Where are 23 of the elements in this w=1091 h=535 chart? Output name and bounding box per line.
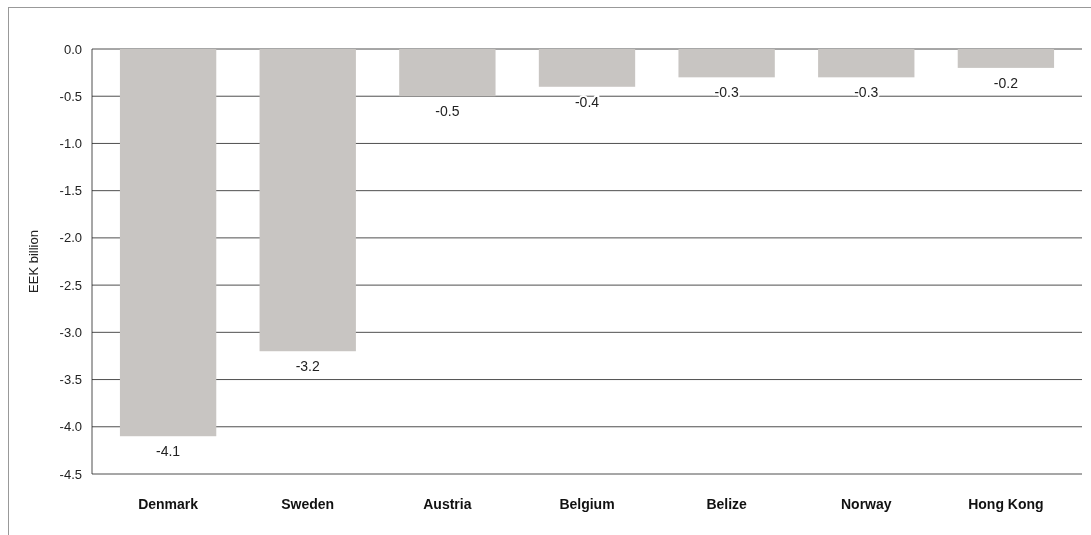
x-tick-label: Belize [706, 496, 748, 512]
x-tick-label: Denmark [138, 496, 199, 512]
y-tick-label: -3.5 [59, 372, 82, 388]
y-tick-label: -2.5 [59, 277, 82, 293]
y-tick-label: -4.5 [59, 466, 82, 482]
data-label: -4.1 [156, 443, 181, 460]
data-label: -0.4 [574, 93, 600, 110]
data-label: -0.5 [435, 103, 460, 120]
x-tick-label: Hong Kong [968, 496, 1044, 512]
x-tick-label: Belgium [559, 496, 615, 512]
y-tick-label: -0.5 [59, 88, 82, 104]
x-tick-label: Sweden [281, 496, 335, 512]
data-label: -0.2 [993, 74, 1019, 91]
y-tick-label: -1.0 [59, 135, 82, 151]
y-tick-label: -3.0 [59, 324, 82, 340]
y-axis-title: EEK billion [26, 230, 41, 293]
data-label: -3.2 [295, 358, 321, 375]
x-tick-label: Austria [423, 496, 472, 512]
y-tick-label: -4.0 [59, 419, 82, 435]
y-tick-label: -2.0 [59, 230, 82, 246]
x-tick-label: Norway [840, 496, 892, 512]
y-tick-label: -1.5 [59, 183, 82, 199]
y-tick-label: 0.0 [63, 41, 82, 57]
